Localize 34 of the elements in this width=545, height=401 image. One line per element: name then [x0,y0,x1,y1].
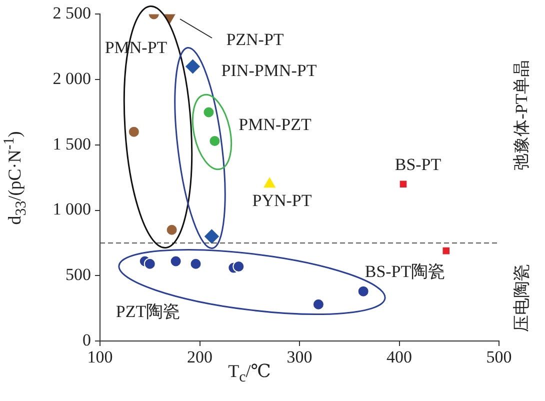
annotation: PMN-PZT [238,115,312,134]
annotation: PZN-PT [226,30,284,49]
text: 弛豫体-PT单晶 [512,60,531,170]
point [232,260,245,272]
annotation: PZT陶瓷 [116,302,180,321]
x-tick-label: 100 [87,348,113,367]
point [144,258,156,270]
point [312,298,324,310]
x-tick-label: 400 [386,348,412,367]
y-tick-label: 1 500 [52,134,91,154]
y-tick-label: 2 000 [52,69,91,88]
x-tick-label: 200 [187,348,212,367]
text: 压电陶瓷 [512,264,531,332]
y-tick-label: 1 000 [52,200,91,219]
point [203,228,220,245]
y-tick-label: 2 500 [52,4,91,23]
point [442,246,451,256]
annotation: BS-PT [394,155,442,174]
y-tick-label: 500 [66,265,91,284]
y-tick-label: 0 [82,330,91,350]
x-tick-label: 500 [486,348,512,367]
x-tick-label: 300 [286,348,312,367]
annotation: PYN-PT [252,191,312,210]
x-axis-title: T$_{c}$/℃ [228,361,271,386]
point [208,135,221,147]
point [190,258,202,270]
point [170,255,182,268]
annotation: PIN-PMN-PT [221,61,317,80]
point [357,285,370,298]
point [202,106,215,118]
point [128,126,140,138]
point [184,58,202,75]
point [166,224,178,236]
annotation: BS-PT陶瓷 [364,262,446,281]
